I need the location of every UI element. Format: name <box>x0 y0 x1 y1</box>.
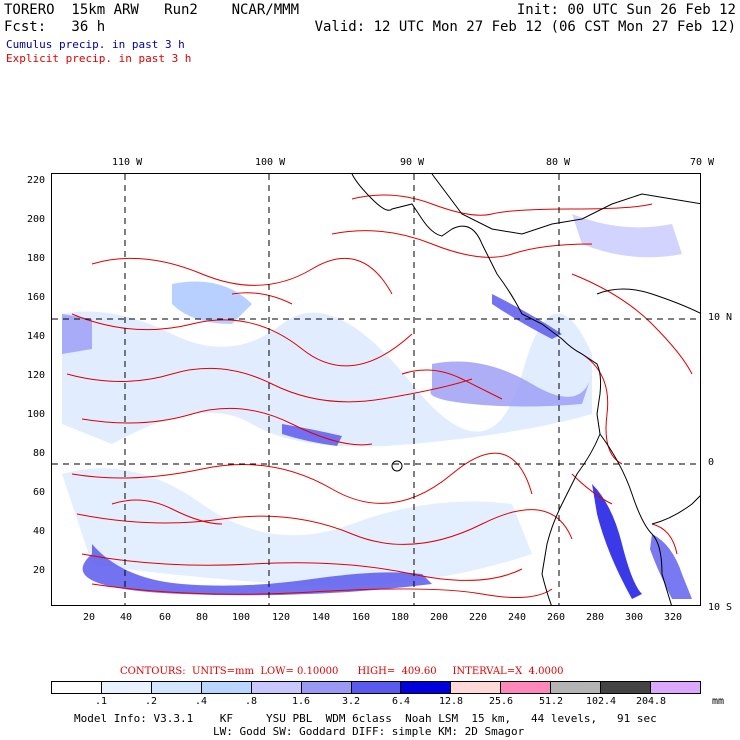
model-title: TORERO 15km ARW Run2 NCAR/MMM <box>4 2 300 18</box>
contours-info: CONTOURS: UNITS=mm LOW= 0.10000 HIGH= 40… <box>120 666 564 677</box>
coastlines <box>351 174 700 605</box>
colorbar-label: 102.4 <box>585 696 617 707</box>
colorbar-cell <box>101 682 152 693</box>
y-tick: 60 <box>33 487 46 498</box>
x-tick: 300 <box>625 612 644 623</box>
colorbar-cell <box>351 682 402 693</box>
y-tick: 80 <box>33 448 46 459</box>
colorbar-cell <box>251 682 302 693</box>
colorbar-cell <box>301 682 352 693</box>
x-tick: 60 <box>159 612 172 623</box>
x-tick: 120 <box>272 612 291 623</box>
y-tick: 220 <box>27 175 46 186</box>
map-canvas <box>52 174 700 605</box>
y-tick: 180 <box>27 253 46 264</box>
x-tick: 100 <box>232 612 251 623</box>
colorbar-label: 1.6 <box>291 696 311 707</box>
x-tick: 140 <box>312 612 331 623</box>
lon-label-100w: 100 W <box>255 157 286 168</box>
model-physics: LW: Godd SW: Goddard DIFF: simple KM: 2D… <box>213 725 525 738</box>
colorbar-label: 3.2 <box>341 696 361 707</box>
y-tick: 140 <box>27 331 46 342</box>
cumulus-precip-shading <box>62 214 692 599</box>
colorbar-cell <box>52 682 102 693</box>
colorbar-label: 12.8 <box>438 696 464 707</box>
x-tick: 180 <box>391 612 410 623</box>
colorbar-cell <box>601 682 652 693</box>
lat-label-10n: 10 N <box>708 312 733 323</box>
colorbar-label: 6.4 <box>391 696 411 707</box>
lat-label-10s: 10 S <box>708 602 733 613</box>
y-tick: 20 <box>33 565 46 576</box>
x-tick: 280 <box>586 612 605 623</box>
colorbar-label: .1 <box>94 696 108 707</box>
lat-label-0: 0 <box>708 457 715 468</box>
x-tick: 240 <box>508 612 527 623</box>
colorbar-label: 204.8 <box>635 696 667 707</box>
colorbar-label: .8 <box>244 696 258 707</box>
colorbar-units: mm <box>712 696 725 707</box>
y-tick: 40 <box>33 526 46 537</box>
colorbar-cell <box>401 682 452 693</box>
valid-time: Valid: 12 UTC Mon 27 Feb 12 (06 CST Mon … <box>314 19 736 35</box>
lon-label-90w: 90 W <box>400 157 425 168</box>
x-tick: 80 <box>196 612 209 623</box>
colorbar-cell <box>501 682 552 693</box>
x-tick: 40 <box>120 612 133 623</box>
colorbar <box>51 681 701 694</box>
lat-lon-grid <box>52 174 700 605</box>
lon-label-110w: 110 W <box>112 157 143 168</box>
y-tick: 160 <box>27 292 46 303</box>
model-info: Model Info: V3.3.1 KF YSU PBL WDM 6class… <box>74 712 657 725</box>
precip-map <box>51 173 701 606</box>
x-tick: 320 <box>664 612 683 623</box>
cumulus-legend: Cumulus precip. in past 3 h <box>6 38 185 51</box>
colorbar-cell <box>551 682 602 693</box>
lon-label-70w: 70 W <box>690 157 715 168</box>
colorbar-label: .2 <box>144 696 158 707</box>
y-tick: 200 <box>27 214 46 225</box>
colorbar-label: .4 <box>194 696 208 707</box>
colorbar-cell <box>651 682 700 693</box>
colorbar-label: 25.6 <box>488 696 514 707</box>
x-tick: 160 <box>352 612 371 623</box>
x-tick: 260 <box>547 612 566 623</box>
init-time: Init: 00 UTC Sun 26 Feb 12 <box>516 2 736 18</box>
x-tick: 20 <box>83 612 96 623</box>
x-tick: 200 <box>430 612 449 623</box>
lon-label-80w: 80 W <box>546 157 571 168</box>
y-tick: 100 <box>27 409 46 420</box>
colorbar-label: 51.2 <box>538 696 564 707</box>
colorbar-cell <box>201 682 252 693</box>
colorbar-cell <box>151 682 202 693</box>
forecast-hour: Fcst: 36 h <box>4 19 106 35</box>
colorbar-cell <box>451 682 502 693</box>
explicit-legend: Explicit precip. in past 3 h <box>6 52 192 65</box>
y-tick: 120 <box>27 370 46 381</box>
x-tick: 220 <box>469 612 488 623</box>
